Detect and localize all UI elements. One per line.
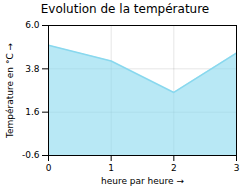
svg-text:3.8: 3.8 — [25, 64, 40, 74]
svg-text:6.0: 6.0 — [25, 20, 40, 30]
svg-text:3: 3 — [234, 163, 240, 173]
svg-text:-0.6: -0.6 — [22, 150, 40, 160]
svg-text:1.6: 1.6 — [25, 107, 40, 117]
svg-text:heure par heure →: heure par heure → — [101, 176, 184, 186]
svg-text:0: 0 — [46, 163, 52, 173]
svg-text:2: 2 — [171, 163, 177, 173]
svg-text:Température en °C →: Température en °C → — [5, 42, 15, 139]
svg-text:1: 1 — [108, 163, 114, 173]
html-text:Evolution de la température: Evolution de la température — [40, 2, 210, 16]
